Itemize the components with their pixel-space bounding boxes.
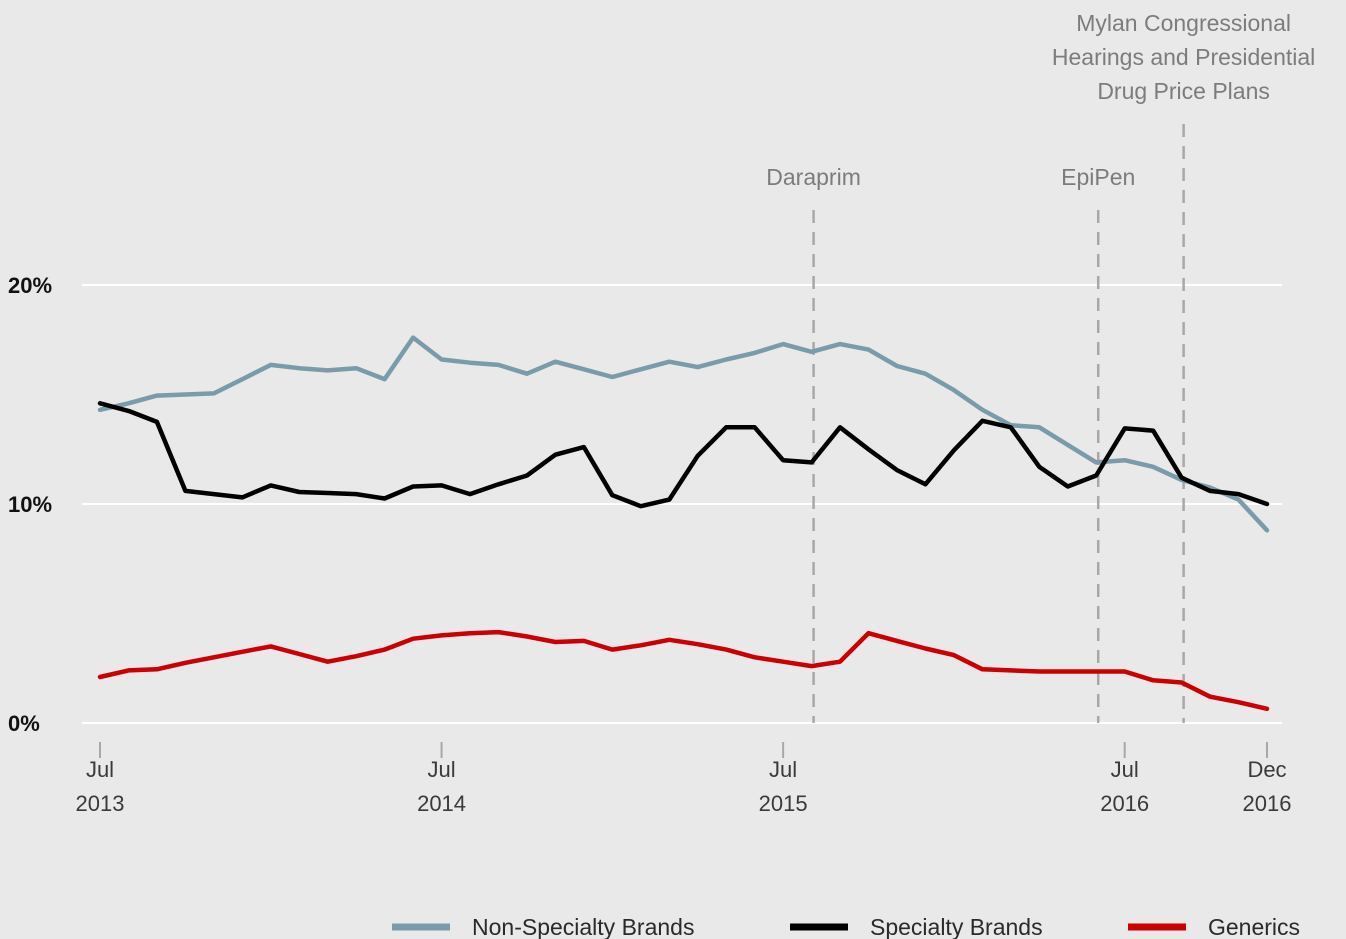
legend-label: Non-Specialty Brands	[472, 914, 694, 939]
event-annotations: Daraprim EpiPen Mylan Congressional Hearing…	[766, 10, 1315, 723]
x-tick-label-year: 2013	[76, 791, 125, 816]
event-label: Daraprim	[766, 164, 861, 190]
gridlines	[82, 284, 1282, 724]
x-tick-label-year: 2016	[1243, 791, 1292, 816]
y-tick-label: 0%	[8, 711, 40, 736]
x-tick-label: Jul	[769, 757, 797, 782]
event-label: Drug Price Plans	[1097, 78, 1270, 104]
series-line-generics	[97, 629, 1270, 712]
x-tick-label-year: 2016	[1100, 791, 1149, 816]
series-line-non-specialty-brands	[97, 335, 1270, 533]
legend-label: Specialty Brands	[870, 914, 1043, 939]
x-tick-label-year: 2015	[759, 791, 808, 816]
series-line-specialty-brands	[97, 401, 1270, 509]
legend-label: Generics	[1208, 914, 1300, 939]
x-tick-label: Jul	[86, 757, 114, 782]
legend: Non-Specialty Brands Specialty Brands Gene…	[392, 914, 1300, 939]
x-axis: Jul 2013 Jul 2014 Jul 2015 Jul 2016 Dec 2016	[76, 742, 1292, 816]
event-label: Mylan Congressional	[1076, 10, 1291, 36]
y-tick-label: 20%	[8, 273, 52, 298]
y-axis: 0% 10% 20%	[8, 273, 52, 736]
event-label: EpiPen	[1061, 164, 1135, 190]
x-tick-label-year: 2014	[417, 791, 466, 816]
x-tick-label: Dec	[1247, 757, 1286, 782]
event-label: Hearings and Presidential	[1052, 44, 1315, 70]
y-tick-label: 10%	[8, 492, 52, 517]
series-lines	[97, 335, 1270, 712]
x-tick-label: Jul	[427, 757, 455, 782]
x-tick-label: Jul	[1111, 757, 1139, 782]
